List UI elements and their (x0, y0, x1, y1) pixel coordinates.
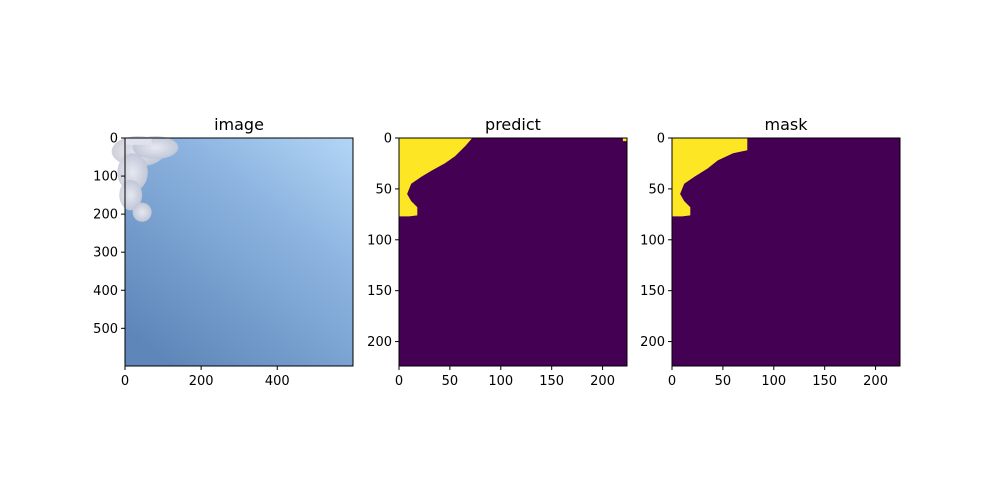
x-tick-label: 150 (812, 374, 837, 389)
x-tick-label: 50 (442, 374, 459, 389)
axes-frame (398, 137, 628, 367)
x-tick-label: 400 (265, 374, 290, 389)
cloud-blob (132, 202, 152, 222)
mask-background (399, 138, 627, 366)
y-tick-label: 100 (93, 170, 118, 185)
panel-image: image 0 200 400 0 100 200 300 400 500 (93, 115, 354, 389)
mask-foreground-region (399, 138, 473, 217)
y-tick-label: 50 (375, 182, 392, 197)
cloud-blob (125, 138, 152, 145)
x-tick-label: 200 (590, 374, 615, 389)
y-tick-label: 150 (640, 284, 665, 299)
x-tick-label: 0 (668, 374, 676, 389)
x-tick-label: 100 (488, 374, 513, 389)
axes-frame (671, 137, 901, 367)
y-tick-label: 500 (93, 322, 118, 337)
mask-foreground-region (622, 138, 627, 142)
y-tick-label: 400 (93, 284, 118, 299)
x-tick-label: 0 (121, 374, 129, 389)
y-tick-label: 200 (367, 335, 392, 350)
panel-title: mask (765, 115, 809, 134)
y-tick-label: 300 (93, 246, 118, 261)
y-tick-label: 100 (367, 233, 392, 248)
y-tick-label: 150 (367, 284, 392, 299)
sky-image (125, 138, 353, 366)
panel-mask: mask 0 50 100 150 200 0 50 100 150 200 (640, 115, 901, 389)
mask-background (672, 138, 900, 366)
x-tick-label: 200 (189, 374, 214, 389)
y-tick-label: 0 (110, 132, 118, 147)
y-tick-label: 0 (384, 132, 392, 147)
x-tick-label: 100 (761, 374, 786, 389)
y-tick-label: 200 (640, 335, 665, 350)
panel-predict: predict 0 50 100 150 200 0 50 100 150 200 (367, 115, 628, 389)
x-tick-label: 150 (539, 374, 564, 389)
mask-foreground-region (672, 138, 748, 217)
y-tick-label: 50 (648, 182, 665, 197)
y-tick-label: 100 (640, 233, 665, 248)
y-tick-label: 0 (657, 132, 665, 147)
x-tick-label: 200 (863, 374, 888, 389)
x-tick-label: 50 (715, 374, 732, 389)
panel-title: image (214, 115, 264, 134)
panel-title: predict (485, 115, 541, 134)
x-tick-label: 0 (395, 374, 403, 389)
y-tick-label: 200 (93, 208, 118, 223)
